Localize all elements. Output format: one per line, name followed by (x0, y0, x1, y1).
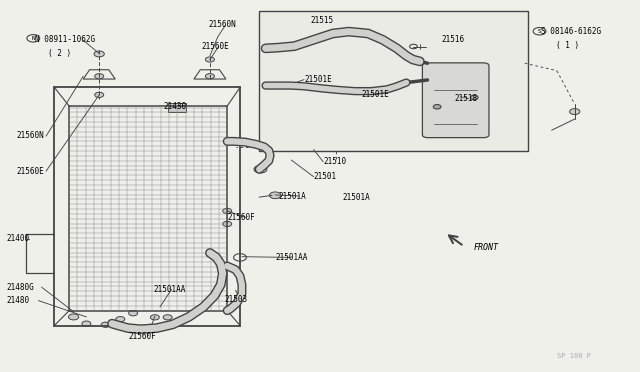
Text: 21501A: 21501A (278, 192, 306, 201)
Text: 21430: 21430 (163, 102, 186, 110)
Text: 21560N: 21560N (16, 131, 44, 140)
Text: 21560F: 21560F (227, 213, 255, 222)
Circle shape (101, 322, 110, 327)
Text: 21501A: 21501A (342, 193, 370, 202)
Text: 21560N: 21560N (208, 20, 236, 29)
Text: 21501E: 21501E (304, 75, 332, 84)
Text: N: N (31, 36, 35, 41)
Circle shape (433, 105, 441, 109)
Circle shape (223, 208, 232, 214)
Text: 21501AA: 21501AA (275, 253, 308, 262)
FancyBboxPatch shape (422, 63, 489, 138)
Circle shape (94, 51, 104, 57)
Circle shape (205, 57, 214, 62)
Circle shape (163, 315, 172, 320)
Text: 21501AA: 21501AA (154, 285, 186, 294)
Text: 21400: 21400 (6, 234, 29, 243)
Text: 21560E: 21560E (16, 167, 44, 176)
Text: 21518: 21518 (454, 94, 477, 103)
Circle shape (116, 317, 125, 322)
Text: SP 100 P: SP 100 P (557, 353, 591, 359)
Text: 21560F: 21560F (128, 332, 156, 341)
Text: 21503: 21503 (224, 295, 247, 304)
Text: S: S (538, 29, 541, 34)
Text: S 08146-6162G: S 08146-6162G (541, 27, 601, 36)
Bar (168, 103, 186, 112)
Circle shape (95, 92, 104, 97)
Text: 21480: 21480 (6, 296, 29, 305)
Text: 21560E: 21560E (202, 42, 229, 51)
Circle shape (68, 314, 79, 320)
Circle shape (150, 315, 159, 320)
Circle shape (223, 221, 232, 227)
Circle shape (350, 88, 360, 94)
Text: 21516: 21516 (442, 35, 465, 44)
Text: 21515: 21515 (310, 16, 333, 25)
Text: FRONT: FRONT (474, 243, 499, 252)
Circle shape (82, 321, 91, 326)
Circle shape (129, 311, 138, 316)
Text: 21501: 21501 (314, 172, 337, 181)
Circle shape (470, 95, 478, 100)
Text: 21501E: 21501E (362, 90, 389, 99)
Text: ( 2 ): ( 2 ) (48, 49, 71, 58)
Circle shape (205, 74, 214, 79)
Circle shape (95, 74, 104, 79)
Text: 21510: 21510 (323, 157, 346, 166)
Text: ( 1 ): ( 1 ) (556, 41, 579, 50)
Bar (259, 11, 528, 151)
Circle shape (570, 109, 580, 115)
Circle shape (269, 192, 281, 199)
Text: N 08911-1062G: N 08911-1062G (35, 35, 95, 44)
Text: 21480G: 21480G (6, 283, 34, 292)
